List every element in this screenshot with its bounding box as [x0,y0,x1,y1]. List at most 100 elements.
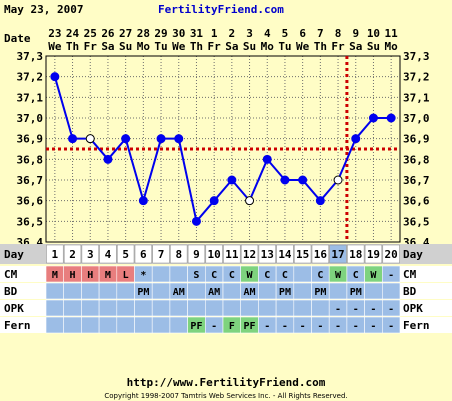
x-weekday-label: Mo [385,40,399,53]
sign-cell [381,282,401,300]
sign-cell [98,299,118,317]
row-label-bg [0,300,46,316]
temperature-point-open [333,175,343,185]
x-weekday-label: Sa [101,40,114,53]
day-number: 2 [69,248,76,261]
x-date-label: 30 [172,27,185,40]
day-cell [329,244,347,264]
row-label-bg-right [400,300,452,316]
sign-value: W [247,270,254,281]
day-number: 12 [243,248,256,261]
day-cell [347,244,365,264]
sign-cell [81,299,100,317]
sign-value: - [335,321,341,332]
x-date-label: 31 [190,27,204,40]
x-date-label: 25 [84,27,97,40]
sign-cell [63,316,82,334]
temperature-point [351,134,361,144]
y-tick-label-right: 36,8 [403,153,430,166]
sign-cell [45,316,65,334]
day-cell [63,244,82,264]
sign-value: PM [137,287,149,298]
day-number: 10 [208,248,221,261]
temperature-point [103,154,113,164]
sign-cell [240,299,259,317]
sign-cell [98,316,118,334]
day-number: 3 [87,248,94,261]
x-weekday-label: We [172,40,186,53]
sign-cell [381,316,401,334]
day-number: 11 [225,248,239,261]
sign-value: PM [314,287,326,298]
row-label-right: BD [403,285,417,298]
day-number: 14 [278,248,292,261]
x-weekday-label: Th [190,40,203,53]
y-tick-label-left: 37,3 [17,50,44,63]
day-number: 4 [105,248,112,261]
temperature-point [191,216,201,226]
y-tick-label-right: 37,1 [403,91,430,104]
sign-cell [222,282,242,300]
sign-value: - [317,321,323,332]
day-number: 13 [261,248,274,261]
day-cell [382,244,400,264]
footer-url[interactable]: http://www.FertilityFriend.com [126,376,326,389]
sign-value: PM [279,287,291,298]
site-name[interactable]: FertilityFriend.com [158,3,284,16]
row-label-bg-right [400,283,452,299]
x-weekday-label: Tu [154,40,167,53]
x-date-label: 28 [137,27,150,40]
row-label-right: CM [403,268,417,281]
day-number: 7 [158,248,165,261]
day-cell [240,244,259,264]
row-label: Fern [4,319,31,332]
sign-value: C [317,270,323,281]
row-label-bg-right [400,317,452,333]
y-tick-label-left: 37,0 [17,112,44,125]
sign-cell [98,282,118,300]
y-tick-label-left: 36,9 [17,133,44,146]
sign-value: W [370,270,377,281]
sign-cell [328,282,348,300]
footer-copyright: Copyright 1998-2007 Tamtris Web Services… [104,392,348,400]
sign-cell [151,299,171,317]
y-tick-label-left: 36,5 [17,215,44,228]
y-tick-label-left: 36,8 [17,153,44,166]
sign-cell [151,282,171,300]
x-date-label: 3 [246,27,253,40]
sign-value: - [370,321,376,332]
sign-cell [116,316,135,334]
sign-cell [187,282,206,300]
sign-cell [151,316,171,334]
sign-cell [187,299,206,317]
day-cell [117,244,135,264]
x-weekday-label: Mo [137,40,151,53]
day-number: 15 [296,248,309,261]
sign-value: - [370,304,376,315]
temperature-point [227,175,237,185]
sign-value: - [335,304,341,315]
sign-cell [258,299,277,317]
sign-cell [169,316,188,334]
sign-value: C [229,270,235,281]
sign-value: AM [173,287,185,298]
sign-cell [293,282,312,300]
day-number: 8 [175,248,182,261]
x-date-label: 26 [101,27,115,40]
y-tick-label-left: 37,2 [17,71,44,84]
temperature-point-open [85,134,95,144]
sign-value: - [388,321,394,332]
day-cell [205,244,223,264]
temperature-point [280,175,290,185]
sign-cell [81,282,100,300]
row-label-right: OPK [403,302,423,315]
x-date-label: 11 [385,27,399,40]
temperature-point-open [245,196,255,206]
day-cell [258,244,276,264]
sign-cell [258,282,277,300]
y-tick-label-right: 37,0 [403,112,430,125]
temperature-point [368,113,378,123]
sign-cell [169,299,188,317]
temperature-point [209,196,219,206]
